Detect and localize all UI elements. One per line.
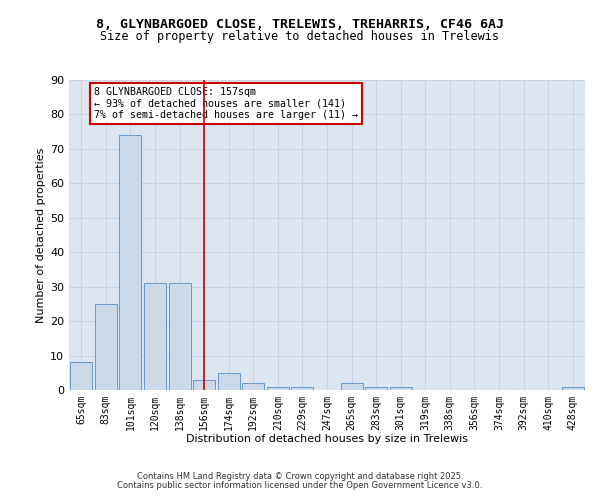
Bar bbox=[267, 386, 289, 390]
Text: 8 GLYNBARGOED CLOSE: 157sqm
← 93% of detached houses are smaller (141)
7% of sem: 8 GLYNBARGOED CLOSE: 157sqm ← 93% of det… bbox=[94, 87, 358, 120]
Y-axis label: Number of detached properties: Number of detached properties bbox=[36, 148, 46, 322]
Bar bbox=[95, 304, 117, 390]
Bar bbox=[70, 362, 92, 390]
Bar bbox=[193, 380, 215, 390]
Text: 8, GLYNBARGOED CLOSE, TRELEWIS, TREHARRIS, CF46 6AJ: 8, GLYNBARGOED CLOSE, TRELEWIS, TREHARRI… bbox=[96, 18, 504, 30]
Bar bbox=[218, 373, 240, 390]
Bar bbox=[119, 135, 142, 390]
Bar bbox=[242, 383, 265, 390]
Bar bbox=[389, 386, 412, 390]
Text: Contains public sector information licensed under the Open Government Licence v3: Contains public sector information licen… bbox=[118, 481, 482, 490]
Bar bbox=[169, 283, 191, 390]
Bar bbox=[365, 386, 387, 390]
Bar bbox=[562, 386, 584, 390]
X-axis label: Distribution of detached houses by size in Trelewis: Distribution of detached houses by size … bbox=[186, 434, 468, 444]
Text: Contains HM Land Registry data © Crown copyright and database right 2025.: Contains HM Land Registry data © Crown c… bbox=[137, 472, 463, 481]
Text: Size of property relative to detached houses in Trelewis: Size of property relative to detached ho… bbox=[101, 30, 499, 43]
Bar bbox=[292, 386, 313, 390]
Bar bbox=[144, 283, 166, 390]
Bar bbox=[341, 383, 362, 390]
